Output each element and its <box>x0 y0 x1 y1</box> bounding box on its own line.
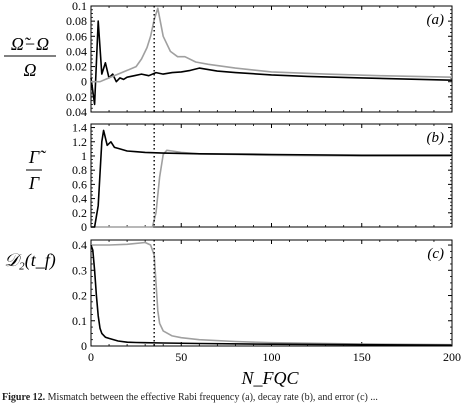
series-line-c-1 <box>90 244 453 346</box>
panel-c: 0 0.1 0.2 0.3 0.4 0 50 100 150 200 (c) <box>72 238 461 364</box>
series-line-b-0 <box>91 149 452 228</box>
ytick-label: 0 <box>81 339 87 353</box>
series-line-a-1 <box>91 7 453 83</box>
xtick-label: 0 <box>88 350 94 364</box>
ylabel-a-denominator: Ω <box>23 60 36 80</box>
series-line-a-0 <box>90 20 453 106</box>
ylabel-b-denominator: Γ <box>28 173 40 193</box>
plot-frame-a <box>90 5 453 113</box>
ytick-label: 0 <box>81 75 87 89</box>
ytick-label: 0.3 <box>72 263 87 277</box>
xlabel: N_FQC <box>240 368 299 388</box>
xtick-label: 150 <box>353 350 371 364</box>
ytick-label: 0 <box>81 220 87 234</box>
ytick-label: 0.04 <box>66 44 87 58</box>
panel-label-b: (b) <box>427 130 445 146</box>
ylabel-b-numerator: Γ̃ <box>28 147 47 167</box>
plot-frame-c <box>90 239 453 347</box>
ytick-label: 0.08 <box>66 14 87 28</box>
ylabel-b: Γ̃ Γ <box>26 147 47 193</box>
plot-frame-b <box>90 123 453 228</box>
ylabel-a: Ω̃−Ω Ω <box>4 34 56 80</box>
ytick-label: 0.6 <box>72 177 87 191</box>
figure-caption: Figure 12. Mismatch between the effectiv… <box>2 392 474 405</box>
ytick-label: 1.2 <box>72 135 87 149</box>
series-line-b-1 <box>91 129 452 228</box>
panel-label-a: (a) <box>427 12 445 28</box>
ytick-label: 0.4 <box>72 238 87 252</box>
ytick-label: 0.8 <box>72 163 87 177</box>
caption-label: Figure 12. <box>2 392 46 403</box>
ytick-label: 0.06 <box>66 29 87 43</box>
ytick-label: 1.4 <box>72 121 87 135</box>
xtick-label: 100 <box>263 350 281 364</box>
ylabel-c: 𝒟₂(t_f) <box>4 250 56 271</box>
ytick-label: 0.02 <box>66 90 87 104</box>
xtick-label: 50 <box>175 350 187 364</box>
panel-label-c: (c) <box>427 246 444 262</box>
ytick-label: 0.1 <box>72 314 87 328</box>
series-line-c-0 <box>91 241 453 346</box>
panel-b: 00.20.40.60.811.21.4 (b) <box>72 121 453 234</box>
ytick-label: 0.1 <box>72 0 87 13</box>
ytick-label: 1 <box>81 149 87 163</box>
ytick-label: 0.04 <box>66 105 87 119</box>
caption-text: Mismatch between the effective Rabi freq… <box>47 392 378 403</box>
ytick-label: 0.4 <box>72 192 87 206</box>
ytick-label: 0.2 <box>72 206 87 220</box>
ytick-label: 0.02 <box>66 60 87 74</box>
ylabel-a-numerator: Ω̃−Ω <box>11 34 49 54</box>
ytick-label: 0.2 <box>72 289 87 303</box>
xtick-label: 200 <box>443 350 461 364</box>
